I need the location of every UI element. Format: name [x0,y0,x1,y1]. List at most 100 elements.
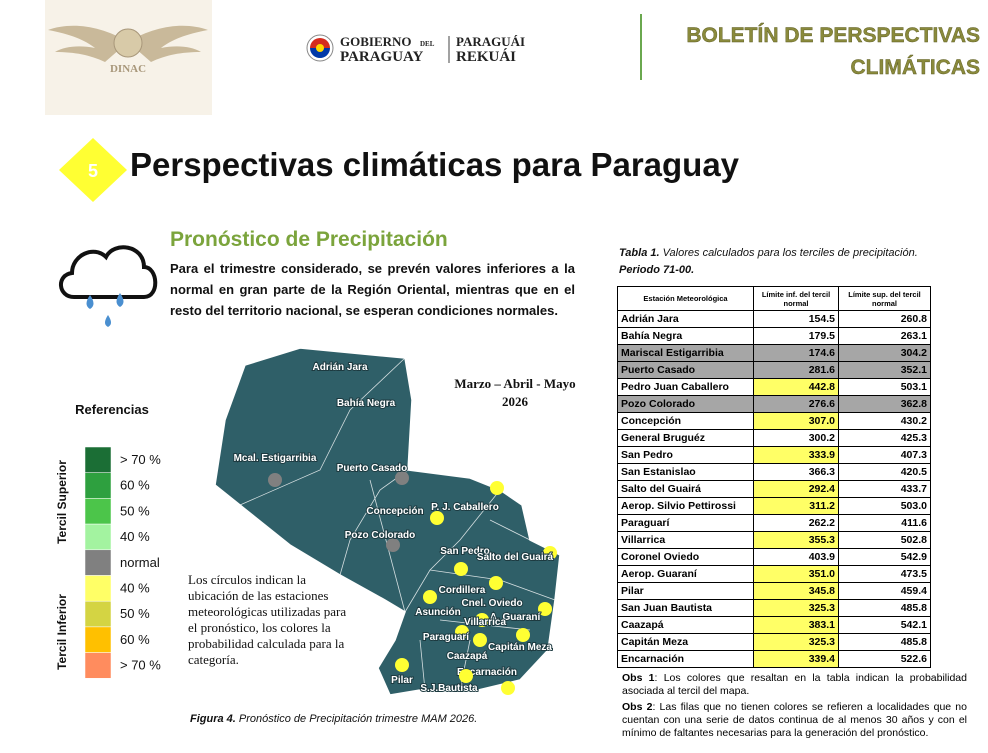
station-circle [395,658,409,672]
station-label: Cnel. Oviedo [461,598,522,609]
table-cell: Pozo Colorado [617,395,754,413]
note-text: : Las filas que no tienen colores se ref… [622,701,967,739]
legend-swatch [84,498,112,525]
table-row: Capitán Meza 325.3 485.8 [617,633,931,651]
table-row: General Bruguéz 300.2 425.3 [617,429,931,447]
table-cell: 503.0 [838,497,931,515]
table-cell: 542.1 [838,616,931,634]
table-cell: Bahía Negra [617,327,754,345]
table-cell: 174.6 [753,344,839,362]
station-label: Cordillera [439,585,486,596]
table-cell: 281.6 [753,361,839,379]
table-cell: 425.3 [838,429,931,447]
legend-label: > 70 % [120,452,161,467]
legend-label: 40 % [120,529,150,544]
table-cell: 292.4 [753,480,839,498]
table-cell: 503.1 [838,378,931,396]
gov-emblem-star [316,44,324,52]
bulletin-title: CLIMÁTICAS [851,56,981,79]
column-header: Estación Meteorológica [617,286,754,311]
station-circle [268,473,282,487]
legend-label: 60 % [120,632,150,647]
rain-icon [59,245,158,327]
station-label: A. Guaraní [490,612,542,623]
station-label: S.J.Bautista [420,683,478,694]
station-label: Mcal. Estigarribia [234,453,317,464]
gov-text: REKUÁI [456,48,516,65]
note-label: Obs 2 [622,701,653,713]
table-cell: Aerop. Guaraní [617,565,754,583]
station-label: P. J. Caballero [431,502,499,513]
legend-title: Referencias [75,402,149,417]
table-notes: Obs 1: Los colores que resaltan en la ta… [622,672,967,743]
legend-label: 40 % [120,581,150,596]
table-row: Pedro Juan Caballero 442.8 503.1 [617,378,931,396]
station-circle [430,511,444,525]
table-cell: 325.3 [753,633,839,651]
column-header: Límite inf. del tercil normal [753,286,839,311]
table-cell: 179.5 [753,327,839,345]
station-label: Concepción [366,506,423,517]
station-circle [423,590,437,604]
table-cell: Mariscal Estigarribia [617,344,754,362]
cloud [59,245,158,299]
table-cell: Puerto Casado [617,361,754,379]
table-cell: 433.7 [838,480,931,498]
legend-swatch [84,549,112,576]
station-circle [454,562,468,576]
table-row: Pilar 345.8 459.4 [617,582,931,600]
station-label: Capitán Meza [488,642,552,653]
wing-right [128,25,208,62]
caption-text: Pronóstico de Precipitación trimestre MA… [235,713,478,725]
table-caption: Tabla 1. Valores calculados para los ter… [619,245,969,279]
table-row: Encarnación 339.4 522.6 [617,650,931,668]
table-cell: 502.8 [838,531,931,549]
table-cell: 383.1 [753,616,839,634]
figure-caption: Figura 4. Pronóstico de Precipitación tr… [190,713,477,725]
legend-swatch [84,472,112,499]
section-title: Perspectivas climáticas para Paraguay [130,146,740,183]
table-cell: 407.3 [838,446,931,464]
station-label: Pozo Colorado [345,530,416,541]
legend-label: > 70 % [120,658,161,673]
table-cell: Pilar [617,582,754,600]
table-row: Adrián Jara 154.5 260.8 [617,310,931,328]
table-cell: Aerop. Silvio Pettirossi [617,497,754,515]
table-cell: San Juan Bautista [617,599,754,617]
diamond [59,138,127,202]
gov-emblem-blue [310,48,330,58]
map-note: Los círculos indican la ubicación de las… [188,572,347,667]
gov-text: DEL [420,40,435,48]
table-row: Aerop. Silvio Pettirossi 311.2 503.0 [617,497,931,515]
table-row: Pozo Colorado 276.6 362.8 [617,395,931,413]
table-cell: 473.5 [838,565,931,583]
table-cell: 355.3 [753,531,839,549]
legend: Referencias Tercil Superior Tercil Infer… [55,402,161,679]
table-cell: 333.9 [753,446,839,464]
station-circle [543,546,557,560]
section-number: 5 [88,161,98,181]
legend-swatch [84,523,112,551]
table-cell: 459.4 [838,582,931,600]
table-cell: General Bruguéz [617,429,754,447]
gov-text: PARAGUAY [340,49,424,65]
table-cell: 362.8 [838,395,931,413]
legend-group: Tercil Superior [55,460,69,544]
table-cell: 542.9 [838,548,931,566]
terciles-table: Estación Meteorológica Límite inf. del te… [617,286,931,668]
note-text: : Los colores que resaltan en la tabla i… [622,672,967,697]
table-row: Salto del Guairá 292.4 433.7 [617,480,931,498]
table-cell: 351.0 [753,565,839,583]
map-period: 2026 [502,394,529,409]
table-row: San Estanislao 366.3 420.5 [617,463,931,481]
gov-emblem-red [310,38,330,48]
station-label: Asunción [415,607,461,618]
caption-label: Figura 4. [190,713,236,725]
table-cell: Salto del Guairá [617,480,754,498]
station-label: Puerto Casado [337,463,408,474]
table-cell: 411.6 [838,514,931,532]
table-cell: 366.3 [753,463,839,481]
station-label: Salto del Guairá [477,552,554,563]
table-cell: 420.5 [838,463,931,481]
note: Obs 1: Los colores que resaltan en la ta… [622,672,967,698]
